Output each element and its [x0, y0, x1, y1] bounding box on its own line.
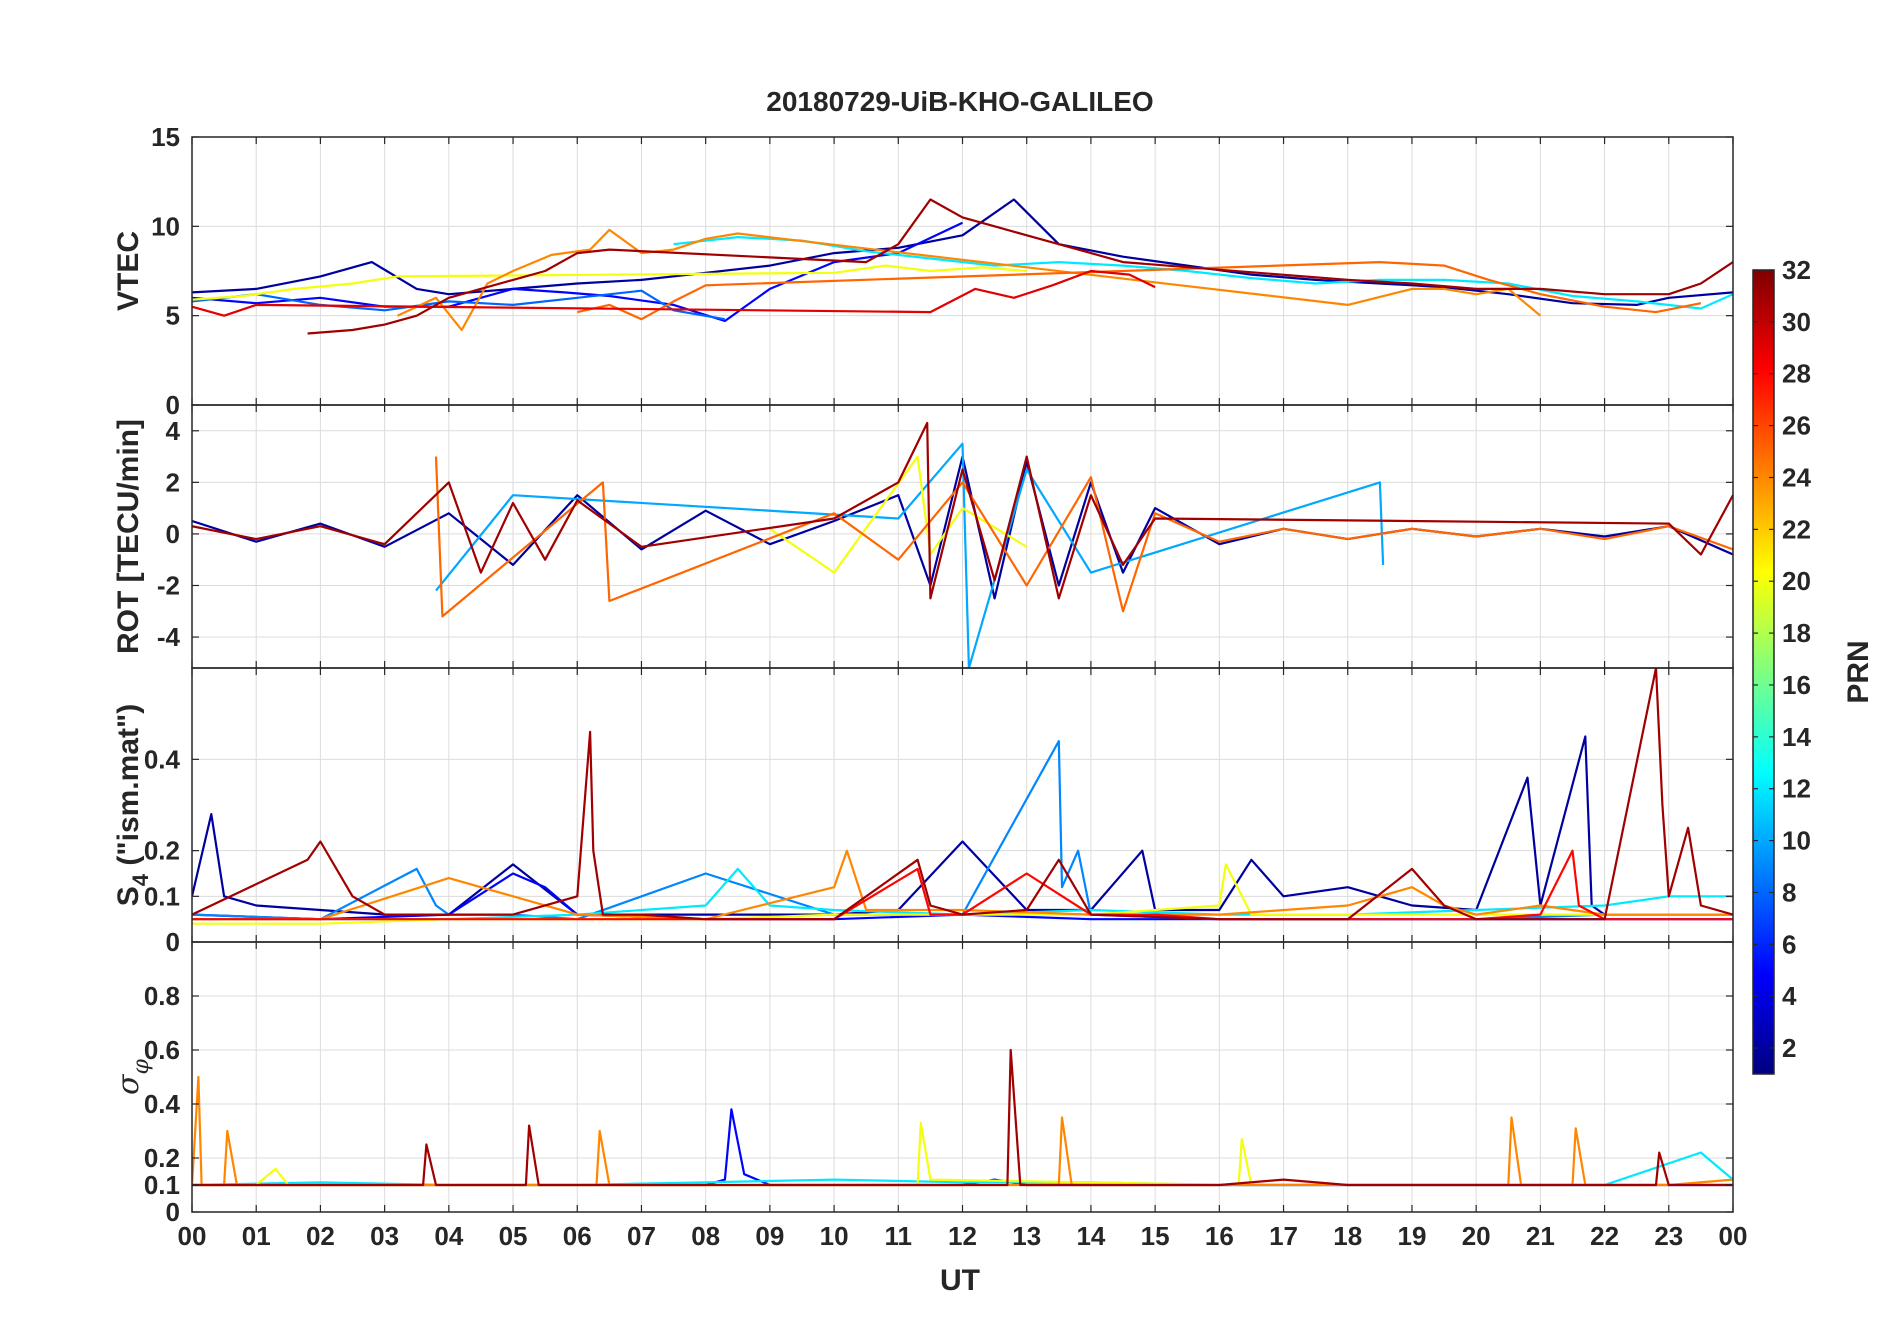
- x-tick-label: 08: [691, 1221, 720, 1251]
- x-tick-label: 07: [627, 1221, 656, 1251]
- y-tick-label: 0.2: [144, 836, 180, 866]
- x-tick-label: 21: [1526, 1221, 1555, 1251]
- series-line-prn-20: [769, 455, 1028, 574]
- colorbar-tick-label: 24: [1782, 462, 1811, 492]
- series-group-rot: [192, 421, 1733, 668]
- series-line-prn-25: [434, 456, 1733, 618]
- colorbar-tick-label: 12: [1782, 774, 1811, 804]
- y-tick-label: -4: [157, 622, 181, 652]
- y-tick-label: 0.1: [144, 881, 180, 911]
- y-tick-label: 0.2: [144, 1143, 180, 1173]
- x-tick-labels: 00 01 02 03 04 05 06 07 08 09 10 11 12 13 14 15 16 17 18 19…: [178, 1221, 1748, 1251]
- x-tick-label: 09: [755, 1221, 784, 1251]
- x-tick-label: 19: [1397, 1221, 1426, 1251]
- colorbar-tick-label: 6: [1782, 929, 1796, 959]
- x-tick-label: 12: [948, 1221, 977, 1251]
- colorbar-tick-label: 30: [1782, 307, 1811, 337]
- x-tick-label: 05: [499, 1221, 528, 1251]
- series-line-prn-31: [192, 1048, 1733, 1187]
- x-tick-label: 13: [1012, 1221, 1041, 1251]
- x-tick-label: 00: [1719, 1221, 1748, 1251]
- y-tick-label: 0.1: [144, 1170, 180, 1200]
- x-axis-label: UT: [940, 1264, 980, 1297]
- colorbar-tick-label: 22: [1782, 514, 1811, 544]
- x-tick-label: 22: [1590, 1221, 1619, 1251]
- colorbar-tick-label: 26: [1782, 411, 1811, 441]
- x-tick-label: 16: [1205, 1221, 1234, 1251]
- y-axis-label-s4: S4 ("ism.mat"): [112, 704, 153, 906]
- x-tick-label: 18: [1333, 1221, 1362, 1251]
- series-line-prn-31: [307, 198, 1733, 335]
- chart-title: 20180729-UiB-KHO-GALILEO: [766, 86, 1153, 117]
- x-tick-label: 03: [370, 1221, 399, 1251]
- series-line-prn-29: [192, 269, 1156, 317]
- series-line-prn-8: [192, 289, 726, 321]
- x-tick-label: 23: [1654, 1221, 1683, 1251]
- x-tick-label: 10: [820, 1221, 849, 1251]
- y-tick-label: 4: [166, 416, 181, 446]
- y-tick-label: 10: [151, 211, 180, 241]
- series-line-prn-5: [192, 221, 963, 323]
- panel-vtec: 0 5 10 15 VTEC: [112, 122, 1734, 420]
- colorbar-tick-label: 16: [1782, 670, 1811, 700]
- x-tick-label: 00: [178, 1221, 207, 1251]
- series-group-sigma-phi: [192, 1048, 1733, 1187]
- colorbar-tick-label: 28: [1782, 359, 1811, 389]
- y-tick-label: 0: [166, 927, 180, 957]
- series-line-prn-31: [192, 421, 1733, 600]
- panel-rot: -4 -2 0 2 4 ROT [TECU/min]: [112, 404, 1734, 669]
- panel-s4: 0 0.1 0.2 0.4S4 ("ism.mat"): [112, 667, 1734, 957]
- x-tick-label: 06: [563, 1221, 592, 1251]
- x-tick-label: 11: [885, 1221, 913, 1251]
- colorbar-tick-label: 4: [1782, 981, 1797, 1011]
- colorbar-gradient: [1752, 269, 1775, 1075]
- y-tick-label: 0.4: [144, 744, 181, 774]
- x-tick-label: 20: [1462, 1221, 1491, 1251]
- y-tick-label: 5: [166, 301, 180, 331]
- x-tick-label: 17: [1269, 1221, 1298, 1251]
- x-tick-label: 02: [306, 1221, 335, 1251]
- y-tick-label: 15: [151, 122, 180, 152]
- y-tick-label: -2: [157, 570, 180, 600]
- series-group-vtec: [192, 198, 1733, 335]
- colorbar-tick-label: 10: [1782, 826, 1811, 856]
- y-tick-label: 0: [166, 1197, 180, 1227]
- y-tick-label: 0.8: [144, 981, 180, 1011]
- colorbar-tick-label: 18: [1782, 618, 1811, 648]
- series-line-prn-31: [192, 668, 1733, 921]
- panel-sigma-phi: 00.10.2 0.4 0.6 0.8 σφ: [111, 941, 1734, 1227]
- y-axis-label-sigma-phi: σφ: [111, 1058, 154, 1094]
- x-tick-label: 01: [242, 1221, 271, 1251]
- y-tick-label: 2: [166, 467, 180, 497]
- colorbar-tick-label: 32: [1782, 255, 1811, 285]
- y-axis-label-rot: ROT [TECU/min]: [112, 419, 145, 654]
- colorbar-tick-label: 20: [1782, 566, 1811, 596]
- series-line-prn-20: [192, 264, 1027, 301]
- y-tick-label: 0: [166, 519, 180, 549]
- colorbar-tick-label: 8: [1782, 877, 1796, 907]
- colorbar-tick-label: 14: [1782, 722, 1811, 752]
- colorbar-tick-label: 2: [1782, 1033, 1796, 1063]
- series-group-s4: [192, 668, 1733, 925]
- y-tick-label: 0: [166, 390, 180, 420]
- y-tick-label: 0.4: [144, 1089, 181, 1119]
- x-tick-label: 14: [1076, 1221, 1105, 1251]
- x-tick-label: 04: [434, 1221, 463, 1251]
- series-line-prn-25: [577, 261, 1702, 321]
- x-tick-label: 15: [1141, 1221, 1170, 1251]
- series-line-prn-10: [435, 442, 1385, 668]
- series-line-prn-12: [192, 867, 1733, 921]
- series-line-prn-28: [192, 849, 1733, 921]
- colorbar-label: PRN: [1842, 640, 1875, 703]
- y-axis-label-vtec: VTEC: [112, 231, 145, 311]
- y-tick-label: 0.6: [144, 1035, 180, 1065]
- series-line-prn-12: [673, 236, 1733, 310]
